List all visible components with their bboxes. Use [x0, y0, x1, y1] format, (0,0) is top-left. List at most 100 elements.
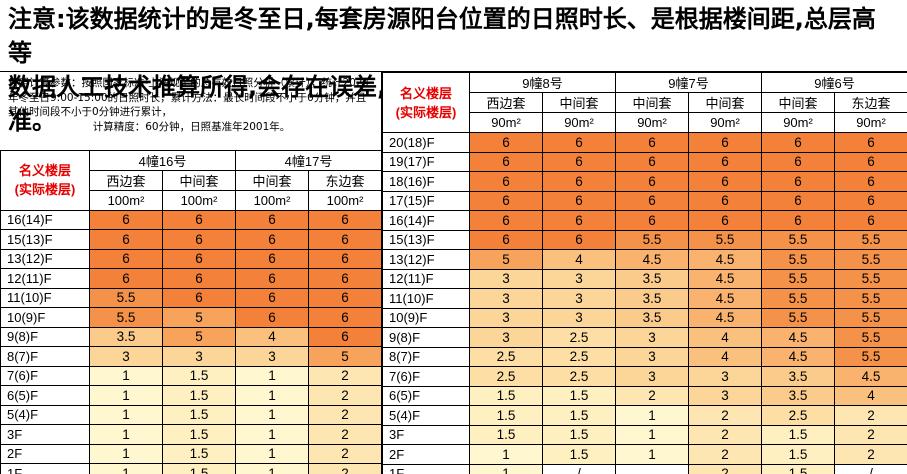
floor-cell: 7(6)F [0, 365, 90, 386]
sunlight-hours-cell: 6 [615, 171, 689, 192]
sunlight-hours-cell: 6 [308, 307, 383, 328]
sunlight-hours-cell: 1 [89, 385, 163, 406]
sunlight-hours-cell: 6 [308, 248, 383, 269]
table-row: 9(8)F 3.5 5 4 6 [0, 326, 383, 347]
sunlight-hours-cell: 1 [89, 365, 163, 386]
table-row: 20(18)F 6 6 6 6 6 6 [382, 132, 907, 153]
sunlight-hours-cell: 2.5 [542, 346, 616, 367]
sunlight-hours-cell: 2 [308, 424, 383, 445]
sunlight-hours-cell: 4.5 [761, 327, 835, 348]
sunlight-hours-cell: 1.5 [161, 404, 237, 425]
sunlight-hours-cell: 1 [89, 463, 163, 474]
floor-cell: 6(5)F [382, 385, 470, 406]
table-row: 10(9)F 5.5 5 6 6 [0, 307, 383, 328]
floor-cell: 11(10)F [0, 287, 90, 308]
building-name: 9幢7号 [615, 72, 762, 93]
floor-cell: 2F [382, 444, 470, 465]
sunlight-hours-cell: 5.5 [761, 307, 835, 328]
table-row: 12(11)F 3 3 3.5 4.5 5.5 5.5 [382, 268, 907, 289]
sunlight-hours-cell: 6 [761, 171, 835, 192]
floor-cell: 19(17)F [382, 151, 470, 172]
floor-label-header: 名义楼层 (实际楼层) [382, 72, 470, 133]
sunlight-hours-cell: 1 [89, 404, 163, 425]
sunlight-hours-cell: 3 [235, 346, 310, 367]
building-name: 9幢6号 [761, 72, 907, 93]
sunlight-hours-cell: 3.5 [615, 307, 689, 328]
building-name: 4幢17号 [235, 150, 383, 171]
floor-cell: 17(15)F [382, 190, 470, 211]
sunlight-hours-cell: 6 [235, 209, 310, 230]
floor-cell: 10(9)F [0, 307, 90, 328]
sunlight-hours-cell: 2 [308, 463, 383, 474]
sunlight-hours-cell: 1.5 [761, 424, 835, 445]
unit-area: 100m² [161, 190, 237, 211]
unit-area: 90m² [834, 112, 907, 133]
table-row: 5(4)F 1.5 1.5 1 2 2.5 2 [382, 405, 907, 426]
sunlight-hours-cell: / [542, 463, 616, 474]
sunlight-hours-cell: 6 [161, 209, 237, 230]
sunlight-hours-cell: 4 [235, 326, 310, 347]
sunlight-hours-cell: 5.5 [615, 229, 689, 250]
sunlight-hours-cell: 6 [542, 132, 616, 153]
building-name: 4幢16号 [88, 150, 237, 171]
unit-area: 90m² [761, 112, 835, 133]
sunlight-hours-cell: 6 [834, 190, 907, 211]
sunlight-hours-cell: 4 [688, 346, 762, 367]
unit-area: 90m² [542, 112, 616, 133]
sunlight-hours-cell: 6 [761, 210, 835, 231]
sunlight-hours-cell: 6 [89, 229, 163, 250]
sunlight-hours-cell: 2 [688, 463, 762, 474]
sunlight-hours-cell: 1 [235, 365, 310, 386]
sunlight-hours-cell: 3 [615, 366, 689, 387]
sunlight-hours-cell: 1.5 [542, 385, 616, 406]
sunlight-hours-cell: 1.5 [161, 443, 237, 464]
sunlight-hours-cell: 1 [235, 404, 310, 425]
sunlight-hours-cell: 3 [469, 307, 543, 328]
parameters-text: 日照计算参数：按照国家标准-上海规定的总有效日照分析（累计），统计2024年冬至… [8, 77, 370, 118]
sunlight-hours-cell: 6 [469, 151, 543, 172]
sunlight-hours-cell: 6 [308, 287, 383, 308]
table-row: 15(13)F 6 6 5.5 5.5 5.5 5.5 [382, 229, 907, 250]
table-row: 16(14)F 6 6 6 6 [0, 209, 383, 230]
sunlight-hours-cell: 2 [308, 385, 383, 406]
sunlight-hours-cell: 6 [308, 268, 383, 289]
unit-position: 西边套 [469, 92, 543, 113]
sunlight-hours-cell: 6 [89, 209, 163, 230]
sunlight-hours-cell: 2.5 [469, 346, 543, 367]
unit-area: 100m² [308, 190, 383, 211]
sunlight-hours-cell: 6 [688, 132, 762, 153]
table-row: 6(5)F 1.5 1.5 2 3 3.5 4 [382, 385, 907, 406]
sunlight-hours-cell: 6 [834, 132, 907, 153]
sunlight-hours-cell: 5 [161, 307, 237, 328]
floor-cell: 1F [382, 463, 470, 474]
sunlight-hours-cell: 5.5 [761, 229, 835, 250]
sunlight-hours-cell: 1.5 [761, 444, 835, 465]
table-row: 6(5)F 1 1.5 1 2 [0, 385, 383, 406]
floor-cell: 6(5)F [0, 385, 90, 406]
sunlight-hours-cell: 6 [469, 171, 543, 192]
floor-cell: 13(12)F [0, 248, 90, 269]
sunlight-hours-cell: 6 [542, 190, 616, 211]
table-row: 7(6)F 1 1.5 1 2 [0, 365, 383, 386]
table-row: 10(9)F 3 3 3.5 4.5 5.5 5.5 [382, 307, 907, 328]
sunlight-hours-cell: 3.5 [615, 268, 689, 289]
sunlight-hours-cell: 1.5 [161, 463, 237, 474]
sunlight-hours-cell: 1 [615, 424, 689, 445]
floor-cell: 9(8)F [382, 327, 470, 348]
sunlight-hours-cell: 2 [688, 424, 762, 445]
sunlight-hours-cell: 6 [308, 229, 383, 250]
sunlight-hours-cell: 5.5 [761, 288, 835, 309]
sunlight-hours-cell: 1.5 [542, 405, 616, 426]
sunlight-hours-cell: 1 [235, 424, 310, 445]
sunlight-hours-cell: 1 [235, 463, 310, 474]
sunlight-hours-cell: 2 [308, 443, 383, 464]
sunlight-hours-cell: 1.5 [761, 463, 835, 474]
sunlight-hours-cell: 3 [89, 346, 163, 367]
sunlight-hours-cell: 6 [761, 132, 835, 153]
sunlight-hours-cell: 4.5 [761, 346, 835, 367]
sunlight-hours-cell: 3 [688, 366, 762, 387]
sunlight-hours-cell: 5 [308, 346, 383, 367]
sunlight-hours-cell: 1 [615, 405, 689, 426]
sunlight-hours-cell: 6 [615, 151, 689, 172]
sunlight-hours-cell: 3 [615, 346, 689, 367]
